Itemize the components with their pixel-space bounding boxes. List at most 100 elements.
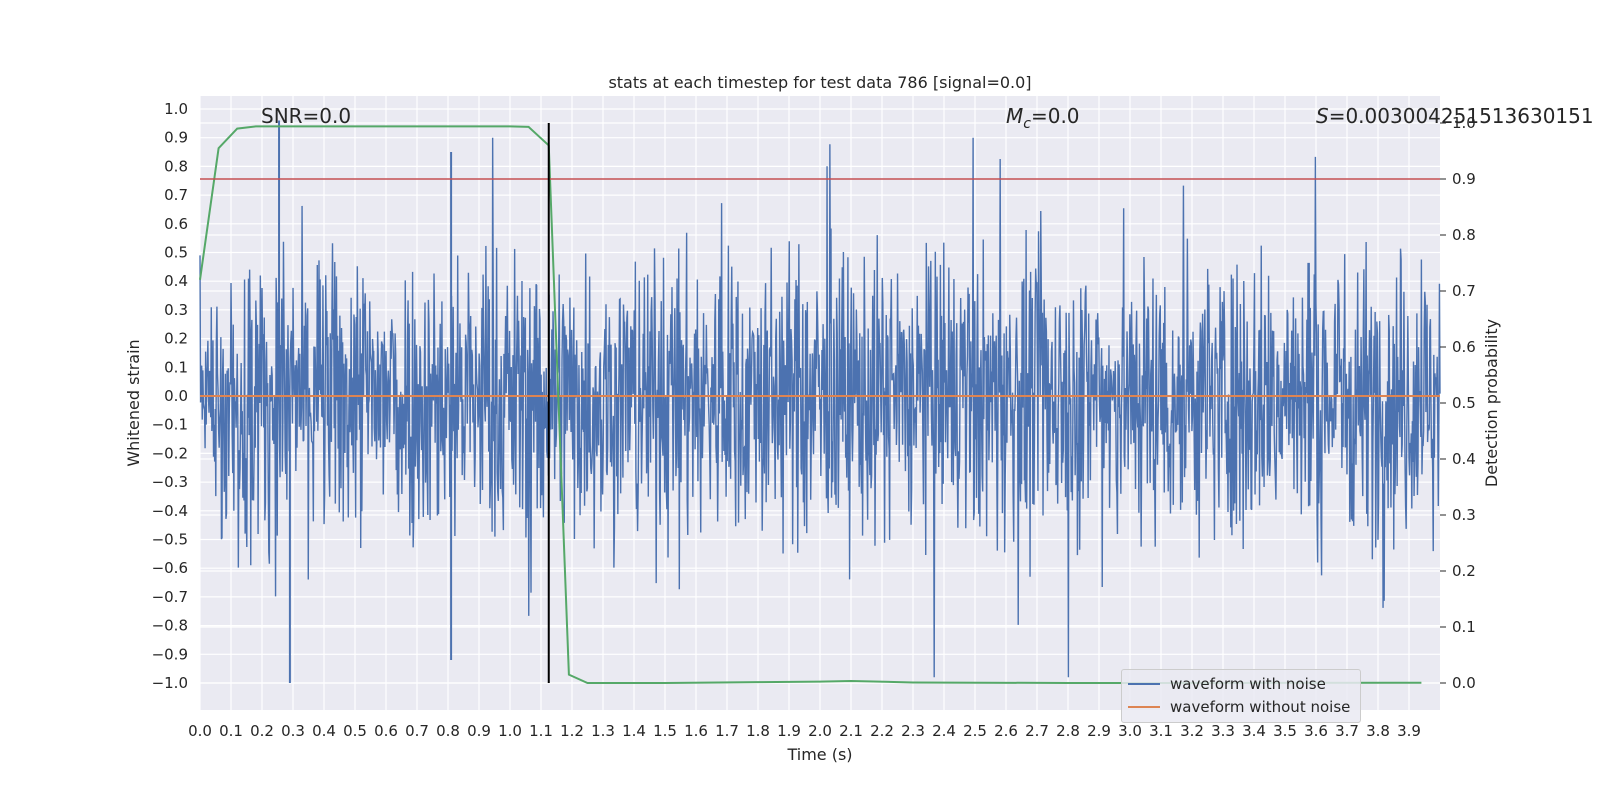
x-tick-label: 2.3	[901, 722, 925, 740]
y-tick-label: −0.5	[152, 531, 188, 549]
s-value: =0.003004251513630151	[1329, 104, 1594, 128]
x-tick-label: 1.6	[684, 722, 708, 740]
y-right-tick-label: 0.0	[1452, 674, 1476, 692]
legend: waveform with noise waveform without noi…	[1121, 669, 1361, 723]
y-axis-right-label: Detection probability	[1482, 319, 1501, 487]
legend-item-clean: waveform without noise	[1128, 696, 1350, 718]
y-tick-label: −0.4	[152, 502, 188, 520]
x-tick-label: 3.4	[1242, 722, 1266, 740]
chart-title: stats at each timestep for test data 786…	[608, 73, 1031, 92]
mc-subscript: c	[1023, 116, 1031, 132]
x-tick-label: 3.0	[1118, 722, 1142, 740]
x-tick-label: 1.5	[653, 722, 677, 740]
s-annotation: S=0.003004251513630151	[1316, 104, 1594, 128]
probability-line	[199, 125, 1422, 684]
x-tick-label: 1.7	[715, 722, 739, 740]
series-waveform-with-noise	[199, 120, 1441, 683]
y-tick-label: −0.1	[152, 416, 188, 434]
x-tick-label: 2.6	[994, 722, 1018, 740]
y-axis-ticks: 1.0 0.9 0.8 0.7 0.6 0.5 0.4 0.3 0.2 0.1 0.0 −0.1 −0.…	[152, 100, 188, 692]
x-tick-label: 0.5	[343, 722, 367, 740]
y-tick-label: 0.1	[164, 358, 188, 376]
y-tick-label: −0.3	[152, 473, 188, 491]
y-tick-label: 0.2	[164, 330, 188, 348]
y-right-tick-label: 1.0	[1452, 114, 1476, 132]
x-tick-label: 2.9	[1087, 722, 1111, 740]
s-symbol: S	[1316, 104, 1329, 128]
x-tick-label: 3.8	[1366, 722, 1390, 740]
y-tick-label: −0.2	[152, 444, 188, 462]
y-tick-label: 0.8	[164, 157, 188, 175]
y-tick-label: 0.0	[164, 387, 188, 405]
threshold-and-marker	[200, 123, 1440, 683]
mc-annotation: Mc=0.0	[1006, 104, 1080, 132]
y-right-tick-label: 0.9	[1452, 170, 1476, 188]
y-tick-label: −0.8	[152, 617, 188, 635]
x-tick-label: 0.9	[467, 722, 491, 740]
x-tick-label: 3.9	[1397, 722, 1421, 740]
x-tick-label: 3.6	[1304, 722, 1328, 740]
y-right-tick-label: 0.2	[1452, 562, 1476, 580]
x-tick-label: 2.8	[1056, 722, 1080, 740]
x-tick-label: 0.1	[219, 722, 243, 740]
legend-label-noise: waveform with noise	[1170, 675, 1326, 693]
y-right-tick-label: 0.1	[1452, 618, 1476, 636]
x-tick-label: 3.2	[1180, 722, 1204, 740]
x-tick-label: 0.2	[250, 722, 274, 740]
x-axis-ticks: 0.0 0.1 0.2 0.3 0.4 0.5 0.6 0.7 0.8 0.9 1.0 1.1 1.2 1…	[188, 722, 1421, 740]
x-tick-label: 0.3	[281, 722, 305, 740]
x-tick-label: 0.6	[374, 722, 398, 740]
y-right-tick-label: 0.3	[1452, 506, 1476, 524]
x-tick-label: 1.0	[498, 722, 522, 740]
y-right-tick-label: 0.8	[1452, 226, 1476, 244]
y-right-tick-label: 0.7	[1452, 282, 1476, 300]
y-axis-label: Whitened strain	[124, 339, 143, 466]
x-tick-label: 2.1	[839, 722, 863, 740]
y-tick-label: −0.9	[152, 645, 188, 663]
x-tick-label: 2.2	[870, 722, 894, 740]
series-detection-probability	[199, 125, 1422, 684]
y-tick-label: −1.0	[152, 674, 188, 692]
y-tick-label: −0.6	[152, 559, 188, 577]
x-tick-label: 3.1	[1149, 722, 1173, 740]
x-tick-label: 3.7	[1335, 722, 1359, 740]
x-tick-label: 1.9	[777, 722, 801, 740]
x-axis-label: Time (s)	[786, 745, 852, 764]
x-tick-label: 1.2	[560, 722, 584, 740]
legend-item-noise: waveform with noise	[1128, 673, 1326, 695]
mc-value: =0.0	[1031, 104, 1080, 128]
y-tick-label: 0.9	[164, 129, 188, 147]
x-tick-label: 1.4	[622, 722, 646, 740]
y-right-tick-label: 0.5	[1452, 394, 1476, 412]
y-tick-label: 1.0	[164, 100, 188, 118]
mc-symbol: M	[1006, 104, 1023, 128]
y-tick-label: 0.4	[164, 272, 188, 290]
y-axis-right-ticks: 1.0 0.9 0.8 0.7 0.6 0.5 0.4 0.3 0.2 0.1 0.0	[1440, 114, 1476, 692]
x-tick-label: 2.0	[808, 722, 832, 740]
y-tick-label: 0.3	[164, 301, 188, 319]
x-tick-label: 3.3	[1211, 722, 1235, 740]
x-tick-label: 1.1	[529, 722, 553, 740]
legend-swatch-noise	[1128, 683, 1160, 685]
y-tick-label: 0.6	[164, 215, 188, 233]
x-tick-label: 3.5	[1273, 722, 1297, 740]
x-tick-label: 2.4	[932, 722, 956, 740]
legend-swatch-clean	[1128, 706, 1160, 708]
x-tick-label: 0.4	[312, 722, 336, 740]
y-tick-label: 0.5	[164, 244, 188, 262]
snr-annotation: SNR=0.0	[261, 104, 351, 128]
x-tick-label: 0.7	[405, 722, 429, 740]
x-tick-label: 0.8	[436, 722, 460, 740]
x-tick-label: 2.7	[1025, 722, 1049, 740]
y-right-tick-label: 0.4	[1452, 450, 1476, 468]
y-tick-label: 0.7	[164, 186, 188, 204]
x-tick-label: 2.5	[963, 722, 987, 740]
x-tick-label: 1.8	[746, 722, 770, 740]
legend-label-clean: waveform without noise	[1170, 698, 1351, 716]
x-tick-label: 0.0	[188, 722, 212, 740]
y-right-tick-label: 0.6	[1452, 338, 1476, 356]
noise-line	[199, 137, 1441, 678]
y-tick-label: −0.7	[152, 588, 188, 606]
x-tick-label: 1.3	[591, 722, 615, 740]
